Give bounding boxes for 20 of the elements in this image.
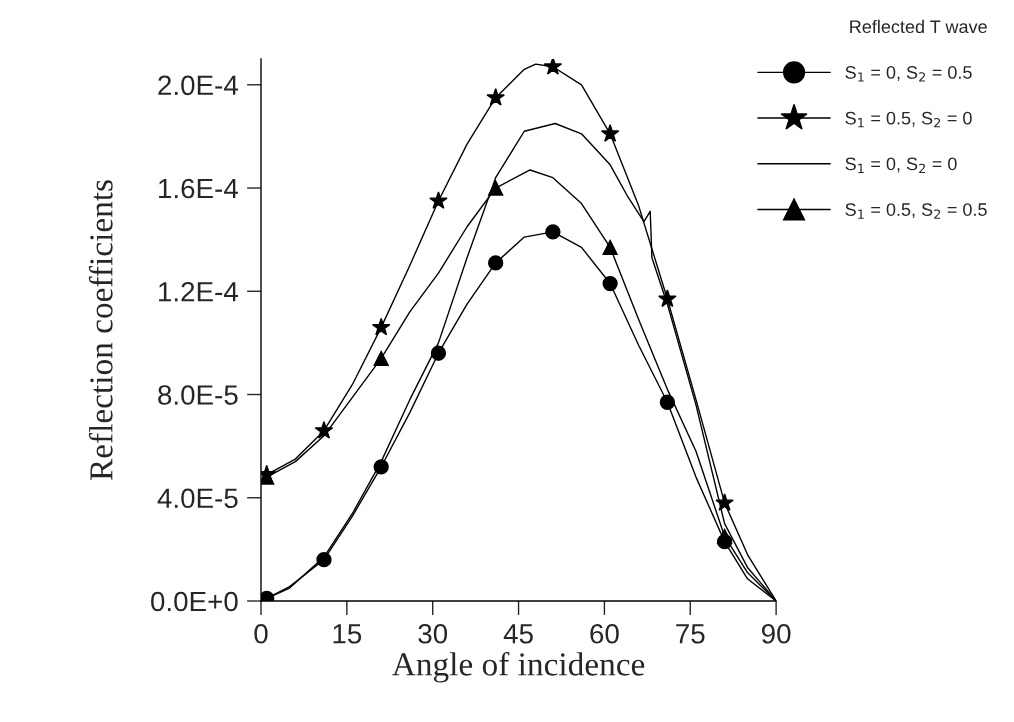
x-tick-label: 0 — [254, 623, 268, 644]
y-tick-label: 8.0E-5 — [158, 385, 238, 405]
y-tick-label: 4.0E-5 — [157, 488, 238, 509]
x-tick-label: 90 — [761, 623, 791, 644]
legend-title: Reflected T wave — [850, 19, 987, 34]
y-tick-label: 0.0E+0 — [151, 591, 238, 612]
x-axis-title: Angle of incidence — [392, 651, 645, 683]
legend-label: S$_{1}$ = 0, S$_{2}$ = 0 — [845, 157, 957, 174]
x-tick-label: 45 — [503, 624, 533, 644]
legend-label: S$_{1}$ = 0.5, S$_{2}$ = 0.5 — [845, 203, 987, 219]
x-tick-label: 75 — [676, 624, 705, 644]
y-axis-title: Reflection coefficients — [88, 180, 113, 481]
x-tick-label: 15 — [333, 624, 362, 644]
legend-label: S$_{1}$ = 0, S$_{2}$ = 0.5 — [845, 66, 972, 82]
x-tick-label: 30 — [418, 623, 448, 644]
y-tick-label: 2.0E-4 — [158, 75, 238, 96]
y-tick-label: 1.2E-4 — [159, 281, 238, 302]
y-tick-label: 1.6E-4 — [159, 178, 238, 199]
legend-label: S$_{1}$ = 0.5, S$_{2}$ = 0 — [845, 111, 972, 128]
x-tick-label: 60 — [590, 623, 619, 644]
